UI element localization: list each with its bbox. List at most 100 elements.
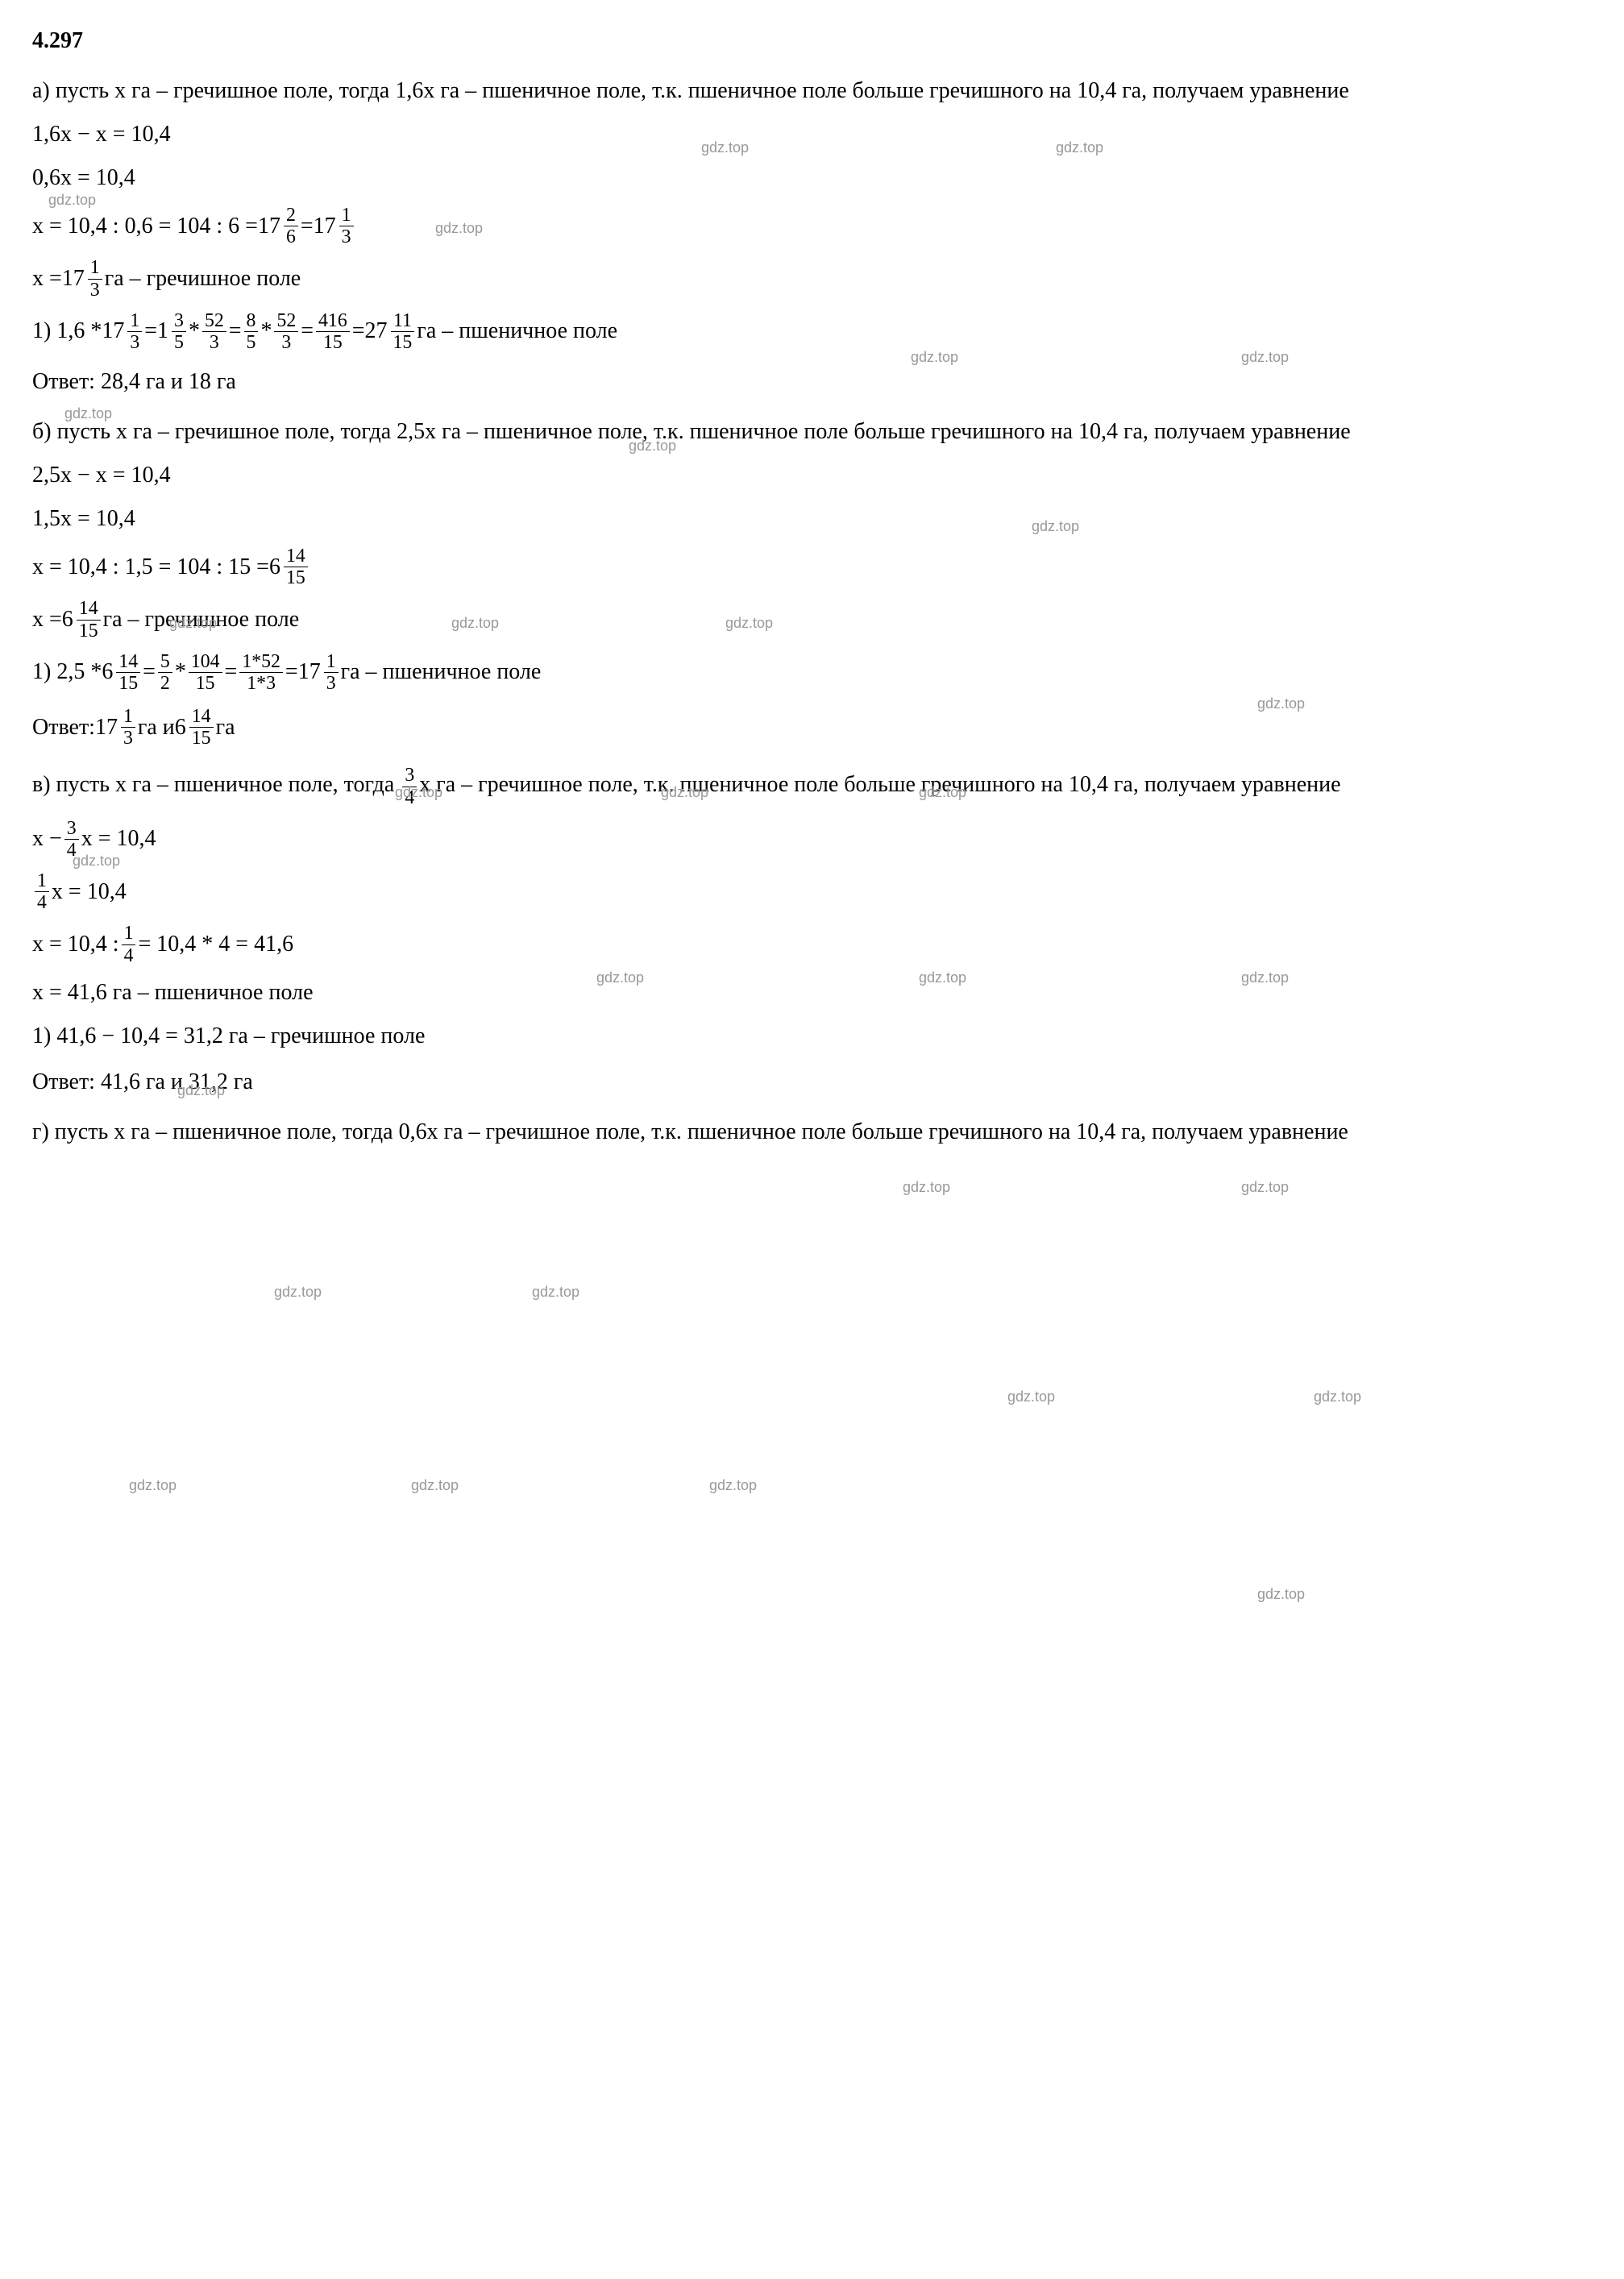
whole: 17 [258,210,280,243]
denominator: 3 [127,332,142,353]
intro-text: x га – гречишное поле, т.к. пшеничное по… [419,773,1340,798]
numerator: 3 [64,818,79,840]
numerator: 3 [402,765,417,787]
numerator: 1*52 [239,651,283,673]
fraction: 3 4 [402,765,417,807]
equation: 1,6x − x = 10,4 [32,118,1592,152]
whole: 17 [95,711,118,745]
denominator: 3 [207,332,222,353]
numerator: 1 [35,870,49,892]
whole: 6 [62,603,73,637]
section-d-intro: г) пусть x га – пшеничное поле, тогда 0,… [32,1115,1592,1149]
section-a: а) пусть x га – гречишное поле, тогда 1,… [32,74,1592,399]
eq-text: = [225,655,238,689]
eq-text: га – пшеничное поле [341,655,542,689]
watermark: gdz.top [1257,1584,1305,1605]
mixed-fraction: 6 14 15 [175,706,216,749]
numerator: 1 [121,706,135,728]
mixed-fraction: 1 3 5 [157,310,189,353]
denominator: 15 [391,332,415,353]
mixed-fraction: 17 1 3 [314,205,356,247]
equation: x = 41,6 га – пшеничное поле [32,976,1592,1010]
mixed-fraction: 6 14 15 [102,651,143,694]
answer-c: Ответ: 41,6 га и 31,2 га [32,1065,1592,1099]
fraction: 11 15 [391,310,415,353]
denominator: 3 [279,332,293,353]
numerator: 416 [316,310,350,332]
denominator: 2 [158,673,172,694]
denominator: 15 [189,728,214,749]
numerator: 1 [122,923,136,944]
denominator: 5 [244,332,259,353]
section-c-intro: в) пусть x га – пшеничное поле, тогда 3 … [32,765,1592,807]
eq-text: x = 10,4 : 0,6 = 104 : 6 = [32,210,258,243]
whole: 17 [314,210,336,243]
equation: 0,6x = 10,4 [32,161,1592,195]
calculation: 1) 41,6 − 10,4 = 31,2 га – гречишное пол… [32,1019,1592,1053]
whole: 6 [175,711,186,745]
numerator: 52 [274,310,298,332]
watermark: gdz.top [532,1281,579,1303]
mixed-fraction: 17 2 6 [258,205,301,247]
equation: x = 10,4 : 1 4 = 10,4 * 4 = 41,6 [32,923,1592,965]
numerator: 1 [127,310,142,332]
denominator: 15 [284,567,308,588]
fraction: 1 3 [339,205,354,247]
fraction: 52 3 [202,310,226,353]
answer-text: Ответ: [32,711,95,745]
denominator: 3 [324,673,339,694]
eq-text: = [301,210,314,243]
whole: 6 [102,655,113,689]
denominator: 5 [172,332,186,353]
fraction: 1 3 [121,706,135,749]
equation: 2,5x − x = 10,4 [32,459,1592,492]
fraction: 1 3 [127,310,142,353]
eq-text: * [260,314,272,348]
eq-text: x = [32,603,62,637]
eq-text: 1) 1,6 * [32,314,102,348]
equation: x = 10,4 : 0,6 = 104 : 6 = 17 2 6 = 17 1… [32,205,1592,247]
denominator: 4 [402,787,417,808]
watermark: gdz.top [274,1281,322,1303]
equation: x − 3 4 x = 10,4 [32,818,1592,861]
mixed-fraction: 6 14 15 [62,598,103,641]
fraction: 14 15 [189,706,214,749]
numerator: 11 [391,310,414,332]
fraction: 1 4 [122,923,136,965]
numerator: 14 [116,651,140,673]
denominator: 4 [35,892,49,913]
problem-number: 4.297 [32,24,1592,58]
equation: 1,5x = 10,4 [32,502,1592,536]
numerator: 1 [324,651,339,673]
denominator: 15 [321,332,345,353]
eq-text: x − [32,822,62,856]
section-a-intro: а) пусть x га – гречишное поле, тогда 1,… [32,74,1592,108]
numerator: 1 [88,257,102,279]
fraction: 3 5 [172,310,186,353]
eq-text: x = 10,4 : 1,5 = 104 : 15 = [32,550,269,584]
mixed-fraction: 17 1 3 [298,651,341,694]
eq-text: = [352,314,365,348]
mixed-fraction: 17 1 3 [62,257,105,300]
fraction: 14 15 [116,651,140,694]
watermark: gdz.top [1241,1177,1289,1198]
fraction: 14 15 [77,598,101,641]
fraction: 416 15 [316,310,350,353]
fraction: 1 4 [35,870,49,913]
denominator: 1*3 [244,673,278,694]
eq-text: = [301,314,314,348]
numerator: 104 [189,651,222,673]
fraction: 1 3 [88,257,102,300]
numerator: 14 [77,598,101,620]
watermark: gdz.top [709,1475,757,1497]
numerator: 14 [284,546,308,567]
eq-text: га – гречишное поле [105,262,301,296]
fraction: 1*52 1*3 [239,651,283,694]
numerator: 8 [244,310,259,332]
fraction: 104 15 [189,651,222,694]
watermark: gdz.top [903,1177,950,1198]
denominator: 6 [284,226,298,247]
eq-text: га – гречишное поле [103,603,300,637]
denominator: 3 [339,226,354,247]
denominator: 3 [121,728,135,749]
